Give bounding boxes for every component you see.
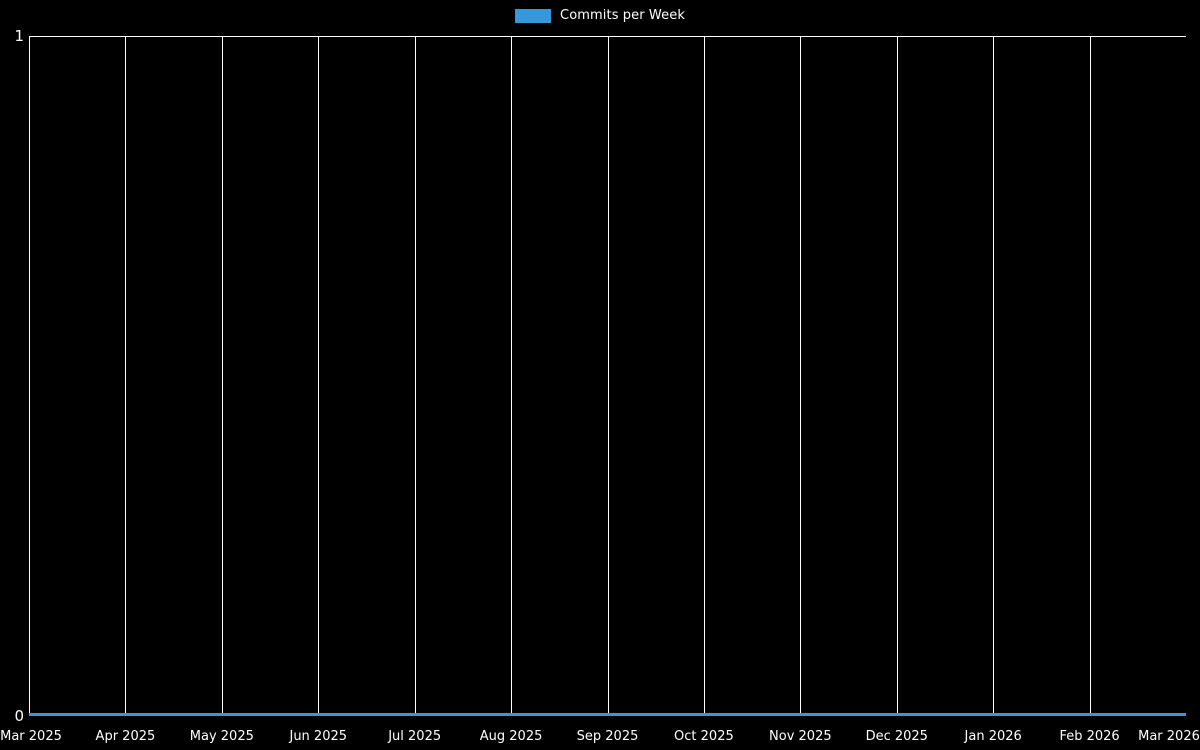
chart-legend: Commits per Week (0, 6, 1200, 26)
x-axis-tick-labels: Mar 2025 Apr 2025 May 2025 Jun 2025 Jul 2025… (0, 727, 1200, 750)
y-axis-tick-label-bottom: 0 (14, 707, 24, 725)
legend-color-swatch-icon (515, 9, 552, 23)
x-axis-tick-label: Nov 2025 (769, 729, 832, 744)
x-axis-tick-label: Feb 2026 (1059, 729, 1120, 744)
x-axis-tick-label: Sep 2025 (576, 729, 639, 744)
x-axis-tick-label: Jul 2025 (388, 729, 442, 744)
plot-svg (29, 36, 1186, 716)
gridlines-group (125, 36, 1091, 716)
x-axis-tick-label: Mar 2026 (1138, 729, 1200, 744)
x-axis-tick-label: Apr 2025 (95, 729, 156, 744)
legend-label-commits-per-week: Commits per Week (560, 8, 685, 23)
x-axis-tick-label: Jun 2025 (289, 729, 348, 744)
x-axis-tick-label: Aug 2025 (479, 729, 543, 744)
x-axis-tick-label: May 2025 (189, 729, 254, 744)
plot-area (29, 36, 1186, 716)
x-axis-tick-label: Oct 2025 (674, 729, 734, 744)
y-axis-tick-label-top: 1 (14, 27, 24, 45)
x-axis-tick-label: Mar 2025 (0, 729, 62, 744)
x-axis-tick-label: Jan 2026 (964, 729, 1022, 744)
x-axis-tick-label: Dec 2025 (865, 729, 928, 744)
